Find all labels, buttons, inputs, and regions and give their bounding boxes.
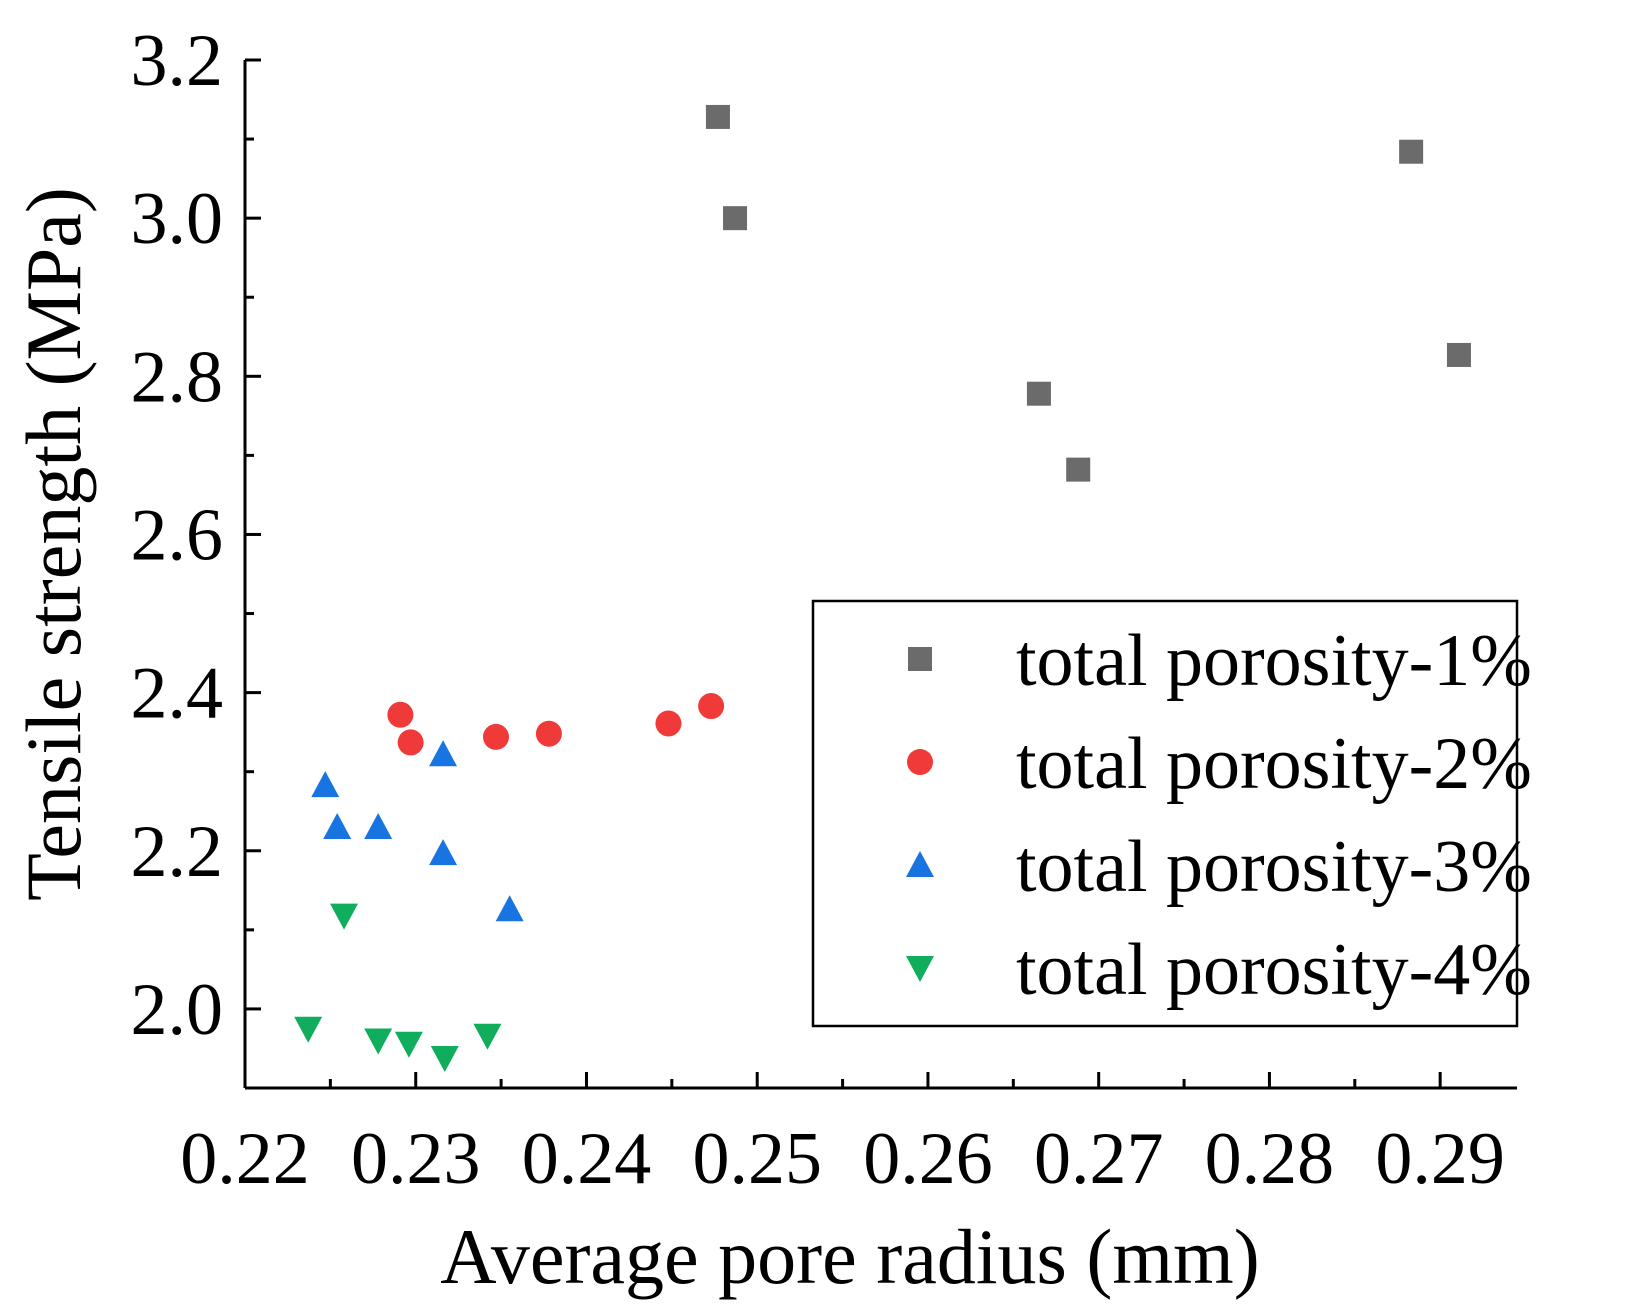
x-tick-label: 0.27 (1034, 1118, 1164, 1200)
legend-marker-3 (906, 851, 934, 877)
data-point-series-1 (705, 104, 730, 129)
legend-box (811, 599, 1519, 1028)
data-point-series-4 (394, 1031, 423, 1058)
data-point-series-1 (1446, 342, 1471, 367)
data-points (294, 104, 1471, 1072)
y-axis-title: Tensile strength (MPa) (10, 187, 97, 901)
legend-marker-1 (908, 647, 932, 671)
legend-label-2: total porosity-2% (1016, 723, 1532, 805)
legend: total porosity-1% total porosity-2% total … (811, 599, 1532, 1028)
legend-label-4: total porosity-4% (1016, 929, 1532, 1011)
legend-label-1: total porosity-1% (1016, 620, 1532, 702)
y-tick-label: 3.0 (131, 178, 224, 260)
x-tick-label: 0.28 (1205, 1118, 1335, 1200)
y-tick-label: 2.6 (131, 494, 224, 576)
data-point-series-4 (430, 1045, 459, 1072)
data-point-series-2 (387, 701, 414, 728)
x-tick-label: 0.23 (351, 1118, 481, 1200)
y-tick-label: 3.2 (131, 20, 224, 102)
data-point-series-4 (364, 1028, 393, 1055)
x-tick-label: 0.25 (692, 1118, 822, 1200)
data-point-series-3 (323, 813, 352, 840)
data-point-series-2 (655, 710, 682, 737)
legend-label-3: total porosity-3% (1016, 826, 1532, 908)
data-point-series-2 (535, 720, 562, 747)
data-point-series-4 (473, 1023, 502, 1050)
data-point-series-2 (397, 729, 424, 756)
x-tick-label: 0.29 (1375, 1118, 1505, 1200)
axes: 0.22 0.23 0.24 0.25 0.26 0.27 0.28 0.29 2.0 2.2 2.… (131, 20, 1517, 1200)
data-point-series-1 (723, 206, 748, 231)
data-point-series-4 (294, 1016, 323, 1043)
data-point-series-1 (1066, 457, 1091, 482)
x-axis-title: Average pore radius (mm) (440, 1213, 1259, 1300)
data-point-series-1 (1399, 139, 1424, 164)
y-tick-label: 2.2 (131, 811, 224, 893)
y-tick-label: 2.0 (131, 969, 224, 1051)
data-point-series-3 (495, 895, 524, 922)
data-point-series-3 (429, 839, 458, 866)
data-point-series-3 (429, 740, 458, 767)
data-point-series-1 (1026, 381, 1051, 406)
legend-marker-2 (907, 749, 933, 775)
legend-marker-4 (906, 956, 934, 982)
x-tick-label: 0.22 (180, 1118, 310, 1200)
data-point-series-3 (364, 813, 393, 840)
data-point-series-3 (311, 771, 340, 798)
x-tick-label: 0.24 (522, 1118, 652, 1200)
data-point-series-4 (330, 903, 359, 930)
data-point-series-2 (698, 693, 725, 720)
data-point-series-2 (482, 723, 509, 750)
y-tick-label: 2.4 (131, 653, 224, 735)
x-tick-label: 0.26 (863, 1118, 993, 1200)
y-tick-label: 2.8 (131, 336, 224, 418)
